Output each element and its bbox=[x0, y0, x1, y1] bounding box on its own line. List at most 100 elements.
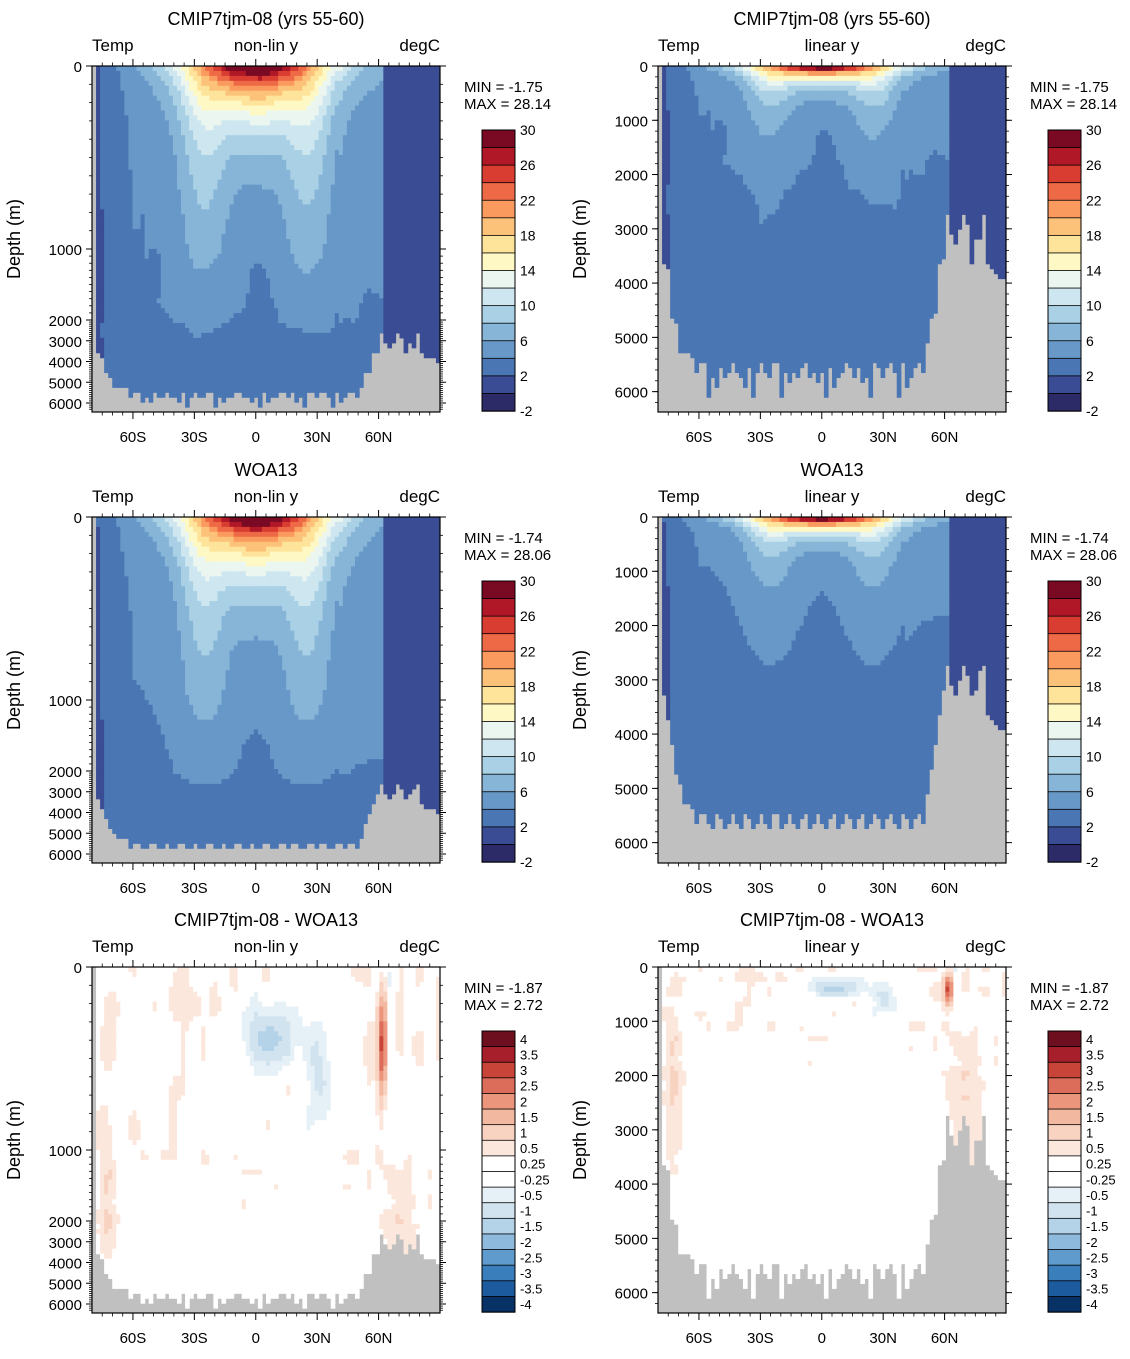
field-cell bbox=[253, 362, 259, 369]
field-cell bbox=[322, 159, 328, 166]
unit-label: degC bbox=[399, 36, 440, 55]
field-cell bbox=[136, 145, 142, 151]
field-cell bbox=[322, 337, 328, 344]
field-cell bbox=[152, 308, 158, 314]
field-cell bbox=[181, 362, 186, 369]
field-cell bbox=[237, 327, 243, 334]
field-cell bbox=[189, 327, 194, 334]
field-cell bbox=[391, 169, 397, 176]
field-cell bbox=[172, 194, 178, 201]
field-cell bbox=[185, 332, 190, 339]
field-cell bbox=[197, 332, 202, 339]
field-cell bbox=[278, 327, 283, 334]
field-cell bbox=[318, 110, 324, 117]
field-cell bbox=[152, 135, 158, 141]
field-cell bbox=[144, 204, 150, 210]
field-cell bbox=[197, 308, 202, 314]
field-cell bbox=[298, 105, 304, 112]
field-cell bbox=[176, 397, 182, 403]
field-cell bbox=[383, 130, 388, 136]
field-cell bbox=[270, 377, 275, 383]
field-cell bbox=[132, 120, 138, 126]
field-cell bbox=[96, 303, 101, 309]
field-cell bbox=[108, 80, 113, 87]
field-cell bbox=[124, 263, 130, 270]
field-cell bbox=[140, 283, 146, 290]
field-cell bbox=[205, 357, 210, 364]
field-cell bbox=[108, 327, 113, 334]
field-cell bbox=[330, 372, 336, 378]
field-cell bbox=[350, 70, 356, 77]
field-cell bbox=[229, 377, 235, 383]
field-cell bbox=[176, 80, 182, 87]
field-cell bbox=[253, 253, 259, 260]
field-cell bbox=[367, 303, 372, 309]
field-cell bbox=[120, 318, 125, 324]
field-cell bbox=[181, 85, 186, 92]
field-cell bbox=[306, 145, 312, 151]
field-cell bbox=[274, 342, 279, 349]
field-cell bbox=[359, 288, 364, 294]
field-cell bbox=[237, 214, 243, 220]
field-cell bbox=[201, 125, 206, 131]
field-cell bbox=[274, 135, 279, 141]
field-cell bbox=[136, 347, 142, 354]
field-cell bbox=[395, 303, 401, 309]
field-cell bbox=[100, 288, 105, 294]
field-cell bbox=[310, 382, 316, 388]
field-cell bbox=[160, 80, 166, 87]
field-cell bbox=[278, 159, 283, 166]
field-cell bbox=[306, 194, 312, 201]
field-cell bbox=[189, 189, 194, 196]
field-cell bbox=[286, 283, 291, 290]
field-cell bbox=[391, 323, 397, 329]
field-cell bbox=[189, 66, 194, 72]
field-cell bbox=[391, 110, 397, 117]
field-cell bbox=[108, 372, 113, 378]
field-cell bbox=[193, 258, 198, 265]
field-cell bbox=[156, 135, 162, 141]
field-cell bbox=[395, 105, 401, 112]
field-cell bbox=[205, 219, 210, 225]
field-cell bbox=[172, 303, 178, 309]
field-cell bbox=[330, 120, 336, 126]
field-cell bbox=[391, 164, 397, 171]
field-cell bbox=[318, 219, 324, 225]
field-cell bbox=[148, 145, 154, 151]
field-cell bbox=[160, 169, 166, 176]
field-cell bbox=[104, 258, 109, 265]
field-cell bbox=[249, 377, 255, 383]
field-cell bbox=[306, 253, 312, 260]
field-cell bbox=[403, 184, 409, 191]
field-cell bbox=[168, 229, 174, 235]
field-cell bbox=[318, 303, 324, 309]
field-cell bbox=[152, 189, 158, 196]
field-cell bbox=[367, 352, 372, 359]
field-cell bbox=[136, 248, 142, 255]
field-cell bbox=[322, 313, 328, 319]
field-cell bbox=[375, 179, 380, 186]
field-cell bbox=[338, 105, 344, 112]
field-cell bbox=[172, 283, 178, 290]
field-cell bbox=[391, 194, 397, 201]
field-cell bbox=[342, 100, 348, 107]
field-cell bbox=[253, 164, 259, 171]
field-cell bbox=[140, 125, 146, 131]
field-cell bbox=[359, 105, 364, 112]
field-cell bbox=[217, 164, 223, 171]
field-cell bbox=[128, 263, 134, 270]
field-cell bbox=[278, 357, 283, 364]
field-cell bbox=[245, 66, 251, 72]
field-cell bbox=[403, 239, 409, 245]
field-cell bbox=[261, 169, 267, 176]
field-cell bbox=[363, 327, 368, 334]
field-cell bbox=[245, 214, 251, 220]
field-cell bbox=[350, 323, 356, 329]
field-cell bbox=[302, 174, 308, 181]
field-cell bbox=[124, 135, 130, 141]
field-cell bbox=[176, 100, 182, 107]
field-cell bbox=[152, 169, 158, 176]
field-cell bbox=[185, 337, 190, 344]
field-cell bbox=[395, 85, 401, 92]
field-cell bbox=[270, 248, 275, 255]
